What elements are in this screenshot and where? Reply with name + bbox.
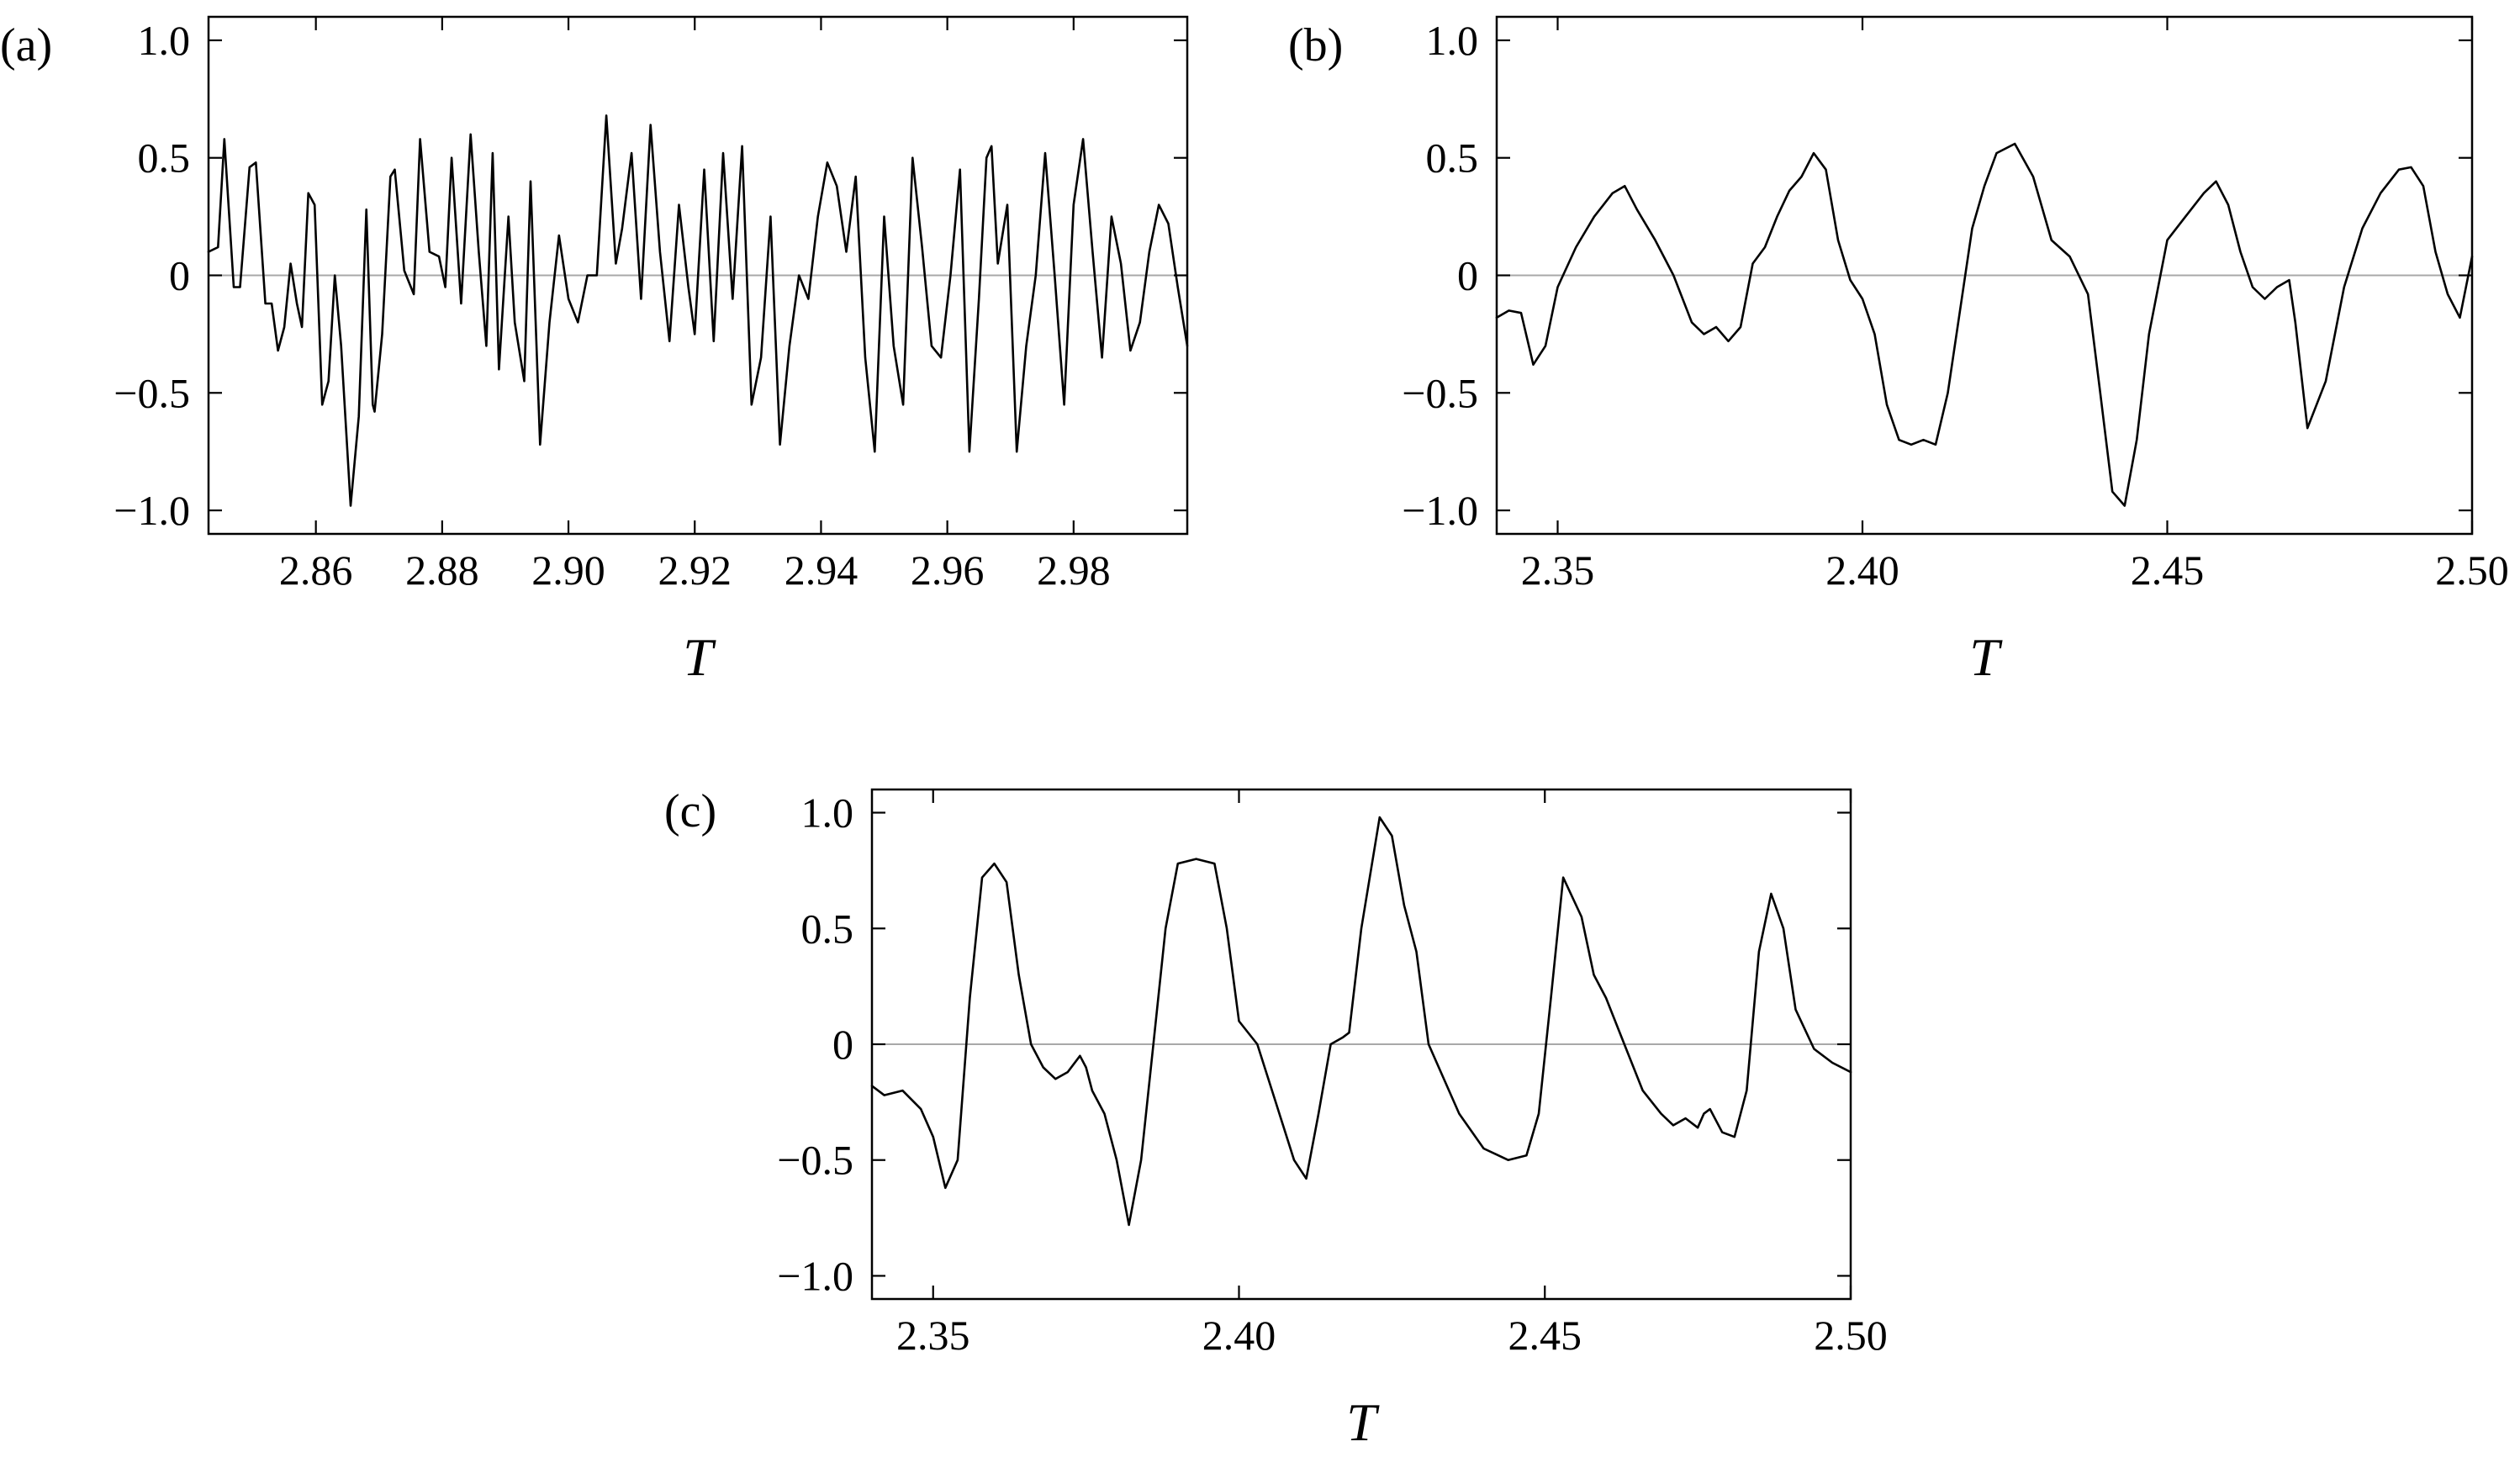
panel-c-x-tick-label: 2.45	[1508, 1312, 1582, 1359]
panel-c-y-tick-label: 1.0	[801, 789, 854, 837]
panel-c-x-ticks: 2.35 2.40 2.45 2.50	[896, 789, 1888, 1359]
panel-c-x-tick-label: 2.50	[1814, 1312, 1888, 1359]
panel-c-x-axis-title: T	[1346, 1392, 1380, 1452]
panel-c-y-tick-label: 0	[832, 1021, 853, 1068]
panel-b-y-tick-label: 1.0	[1426, 17, 1479, 64]
panel-c-x-tick-label: 2.40	[1202, 1312, 1276, 1359]
panel-a-x-tick-label: 2.98	[1037, 547, 1111, 594]
panel-c-y-ticks: 1.0 0.5 0 −0.5 −1.0	[777, 789, 1851, 1299]
panel-a: (a) 2.86 2.88 2.90 2.92 2.94 2.96 2.98 1.0 0.5 0…	[0, 15, 1189, 687]
panel-a-y-tick-label: −1.0	[114, 487, 190, 534]
panel-a-y-tick-label: 1.0	[138, 17, 191, 64]
panel-a-x-axis-title: T	[683, 627, 716, 687]
panel-c: (c) 2.35 2.40 2.45 2.50 1.0 0.5 0 −0.5 −1.0 T	[664, 785, 1888, 1452]
panel-b-label: (b)	[1288, 19, 1343, 71]
panel-b-y-tick-label: 0.5	[1426, 135, 1479, 182]
panel-c-series-line	[870, 816, 1852, 1227]
panel-b: (b) 2.35 2.40 2.45 2.50 1.0 0.5 0 −0.5 −1.0 T	[1288, 15, 2509, 687]
panel-a-x-tick-label: 2.88	[405, 547, 479, 594]
panel-b-y-tick-label: −0.5	[1402, 369, 1478, 416]
panel-a-x-tick-label: 2.90	[531, 547, 605, 594]
panel-b-x-tick-label: 2.40	[1825, 547, 1899, 594]
panel-c-label: (c)	[664, 785, 716, 837]
panel-a-y-ticks: 1.0 0.5 0 −0.5 −1.0	[114, 17, 1187, 534]
panel-b-x-tick-label: 2.35	[1521, 547, 1595, 594]
panel-b-x-tick-label: 2.50	[2435, 547, 2509, 594]
panel-a-x-tick-label: 2.96	[911, 547, 985, 594]
panel-a-x-tick-label: 2.94	[785, 547, 858, 594]
panel-a-series-line	[207, 114, 1189, 507]
panel-a-y-tick-label: 0	[169, 252, 190, 299]
panel-b-y-ticks: 1.0 0.5 0 −0.5 −1.0	[1402, 17, 2472, 534]
panel-a-y-tick-label: 0.5	[138, 135, 191, 182]
panel-b-x-ticks: 2.35 2.40 2.45 2.50	[1521, 17, 2509, 594]
panel-c-y-tick-label: 0.5	[801, 905, 854, 952]
panel-a-x-tick-label: 2.92	[658, 547, 732, 594]
panel-b-x-axis-title: T	[1969, 627, 2003, 687]
panel-b-y-tick-label: 0	[1457, 252, 1478, 299]
panel-a-x-ticks: 2.86 2.88 2.90 2.92 2.94 2.96 2.98	[279, 17, 1111, 594]
panel-b-x-tick-label: 2.45	[2131, 547, 2205, 594]
panel-a-label: (a)	[0, 19, 52, 71]
panel-b-series-line	[1495, 142, 2474, 507]
panel-c-x-tick-label: 2.35	[896, 1312, 970, 1359]
panel-a-y-tick-label: −0.5	[114, 369, 190, 416]
panel-a-x-tick-label: 2.86	[279, 547, 353, 594]
panel-c-y-tick-label: −1.0	[777, 1252, 853, 1299]
panel-b-y-tick-label: −1.0	[1402, 487, 1478, 534]
panel-c-y-tick-label: −0.5	[777, 1137, 853, 1184]
